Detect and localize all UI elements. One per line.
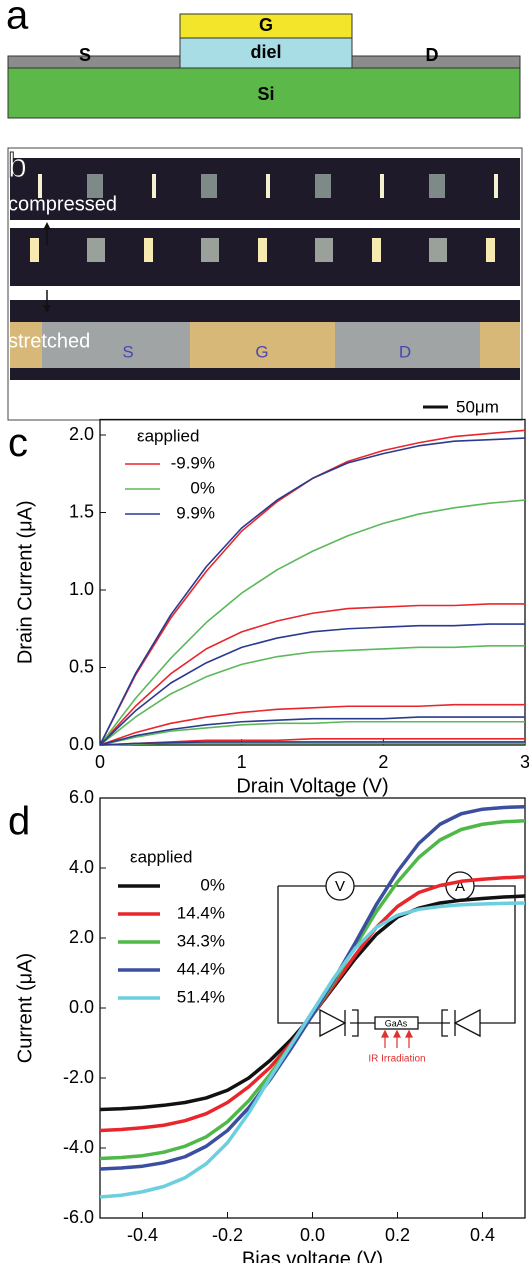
arrow-head	[43, 305, 51, 313]
voltmeter-label: V	[335, 878, 345, 895]
panel-label: a	[6, 0, 29, 38]
y-axis-label: Current (μA)	[14, 953, 36, 1063]
x-tick-label: 0.0	[300, 1225, 325, 1245]
substrate	[7, 67, 521, 119]
legend-label: 0%	[200, 875, 225, 894]
pad	[201, 238, 219, 262]
pad	[152, 174, 156, 198]
pad	[38, 174, 42, 198]
data-line	[99, 894, 526, 1112]
y-tick-label: 2.0	[69, 927, 94, 947]
sample-label: GaAs	[385, 1018, 408, 1028]
pad	[372, 238, 381, 262]
channel-s	[42, 322, 190, 368]
x-tick-label: 3	[520, 752, 529, 772]
y-tick-label: 0.0	[69, 734, 94, 754]
micrographs	[10, 158, 520, 380]
pad	[87, 238, 105, 262]
plot-frame	[99, 418, 526, 746]
data-line	[99, 741, 525, 746]
legend-label: 34.3%	[177, 931, 225, 950]
x-tick-label: -0.2	[212, 1225, 243, 1245]
y-tick-label: -4.0	[63, 1137, 94, 1157]
legend-label: 44.4%	[177, 959, 225, 978]
diel-label: diel	[250, 42, 281, 62]
pad	[201, 174, 217, 198]
data-line	[99, 603, 525, 746]
y-tick-label: 1.0	[69, 579, 94, 599]
y-tick-label: 1.5	[69, 501, 94, 521]
pad	[429, 238, 447, 262]
stretched-label: stretched	[8, 330, 90, 352]
pad	[315, 174, 331, 198]
g-label: G	[255, 342, 268, 361]
x-tick-label: 0.2	[385, 1225, 410, 1245]
pad	[30, 238, 39, 262]
x-tick-label: 2	[378, 752, 388, 772]
y-tick-label: 0.5	[69, 656, 94, 676]
x-tick-label: 0.4	[470, 1225, 495, 1245]
pad	[315, 238, 333, 262]
pad	[258, 238, 267, 262]
y-tick-label: -6.0	[63, 1207, 94, 1227]
pad	[486, 238, 495, 262]
circuit	[277, 871, 516, 1038]
y-tick-label: 4.0	[69, 857, 94, 877]
y-tick-label: 0.0	[69, 997, 94, 1017]
y-tick-label: 2.0	[69, 424, 94, 444]
arrow-head	[43, 222, 51, 230]
pad	[144, 238, 153, 262]
legend-title: εapplied	[137, 426, 199, 445]
data-line	[99, 720, 525, 746]
pad	[429, 174, 445, 198]
scale-label: 50μm	[456, 397, 499, 416]
y-tick-label: 6.0	[69, 787, 94, 807]
si-label: Si	[257, 84, 274, 104]
data-line	[99, 623, 525, 746]
data-line	[99, 805, 526, 1171]
pad	[87, 174, 103, 198]
y-tick-label: -2.0	[63, 1067, 94, 1087]
data-line	[99, 437, 526, 746]
pad	[380, 174, 384, 198]
data-line	[99, 703, 525, 746]
compressed-label: compressed	[8, 193, 117, 215]
panel-label: d	[8, 800, 30, 844]
source-label: S	[79, 45, 91, 65]
x-axis-label: Drain Voltage (V)	[236, 775, 388, 797]
pad	[266, 174, 270, 198]
data-line	[99, 644, 525, 746]
legend-label: -9.9%	[171, 453, 215, 472]
drain-label: D	[426, 45, 439, 65]
panel-label: c	[8, 421, 28, 465]
d-label: D	[399, 342, 411, 361]
gate	[179, 13, 353, 39]
data-line	[99, 499, 526, 746]
ir-label: IR Irradiation	[368, 1054, 425, 1065]
legend-title: εapplied	[130, 847, 192, 866]
legend-label: 9.9%	[176, 503, 215, 522]
s-label: S	[122, 342, 133, 361]
ammeter-label: A	[455, 878, 465, 895]
data-line	[99, 875, 526, 1133]
x-tick-label: 1	[237, 752, 247, 772]
data-line	[99, 901, 526, 1199]
x-axis-label: Bias voltage (V)	[242, 1248, 383, 1263]
x-tick-label: 0	[95, 752, 105, 772]
y-axis-label: Drain Current (μA)	[14, 500, 36, 664]
ir-arrows	[381, 1029, 413, 1048]
legend-label: 14.4%	[177, 903, 225, 922]
legend-label: 0%	[190, 478, 215, 497]
legend-label: 51.4%	[177, 987, 225, 1006]
channel-d	[335, 322, 480, 368]
data-line	[99, 716, 525, 746]
gate-label: G	[259, 15, 273, 35]
pad	[494, 174, 498, 198]
x-tick-label: -0.4	[127, 1225, 158, 1245]
panel-label: b	[8, 147, 27, 185]
